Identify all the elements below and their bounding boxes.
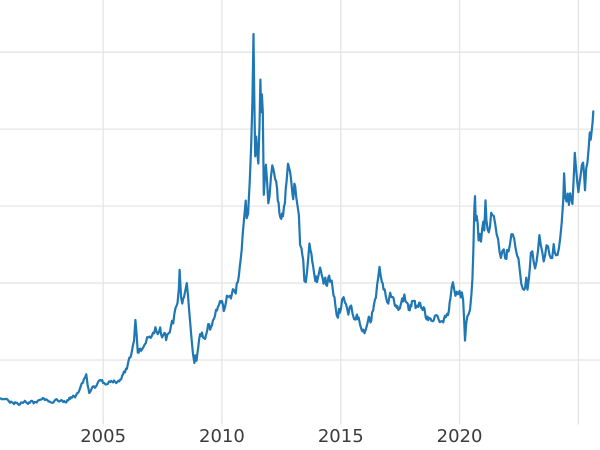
- x-axis-tickmarks: [102, 418, 580, 425]
- x-tick-label: 2020: [437, 426, 483, 447]
- x-axis-labels: 2005 2010 2015 2020: [80, 426, 482, 447]
- gridlines: [0, 0, 600, 418]
- price-line: [0, 32, 595, 406]
- x-tick-label: 2010: [199, 426, 245, 447]
- x-tick-label: 2015: [318, 426, 364, 447]
- x-tick-label: 2005: [80, 426, 126, 447]
